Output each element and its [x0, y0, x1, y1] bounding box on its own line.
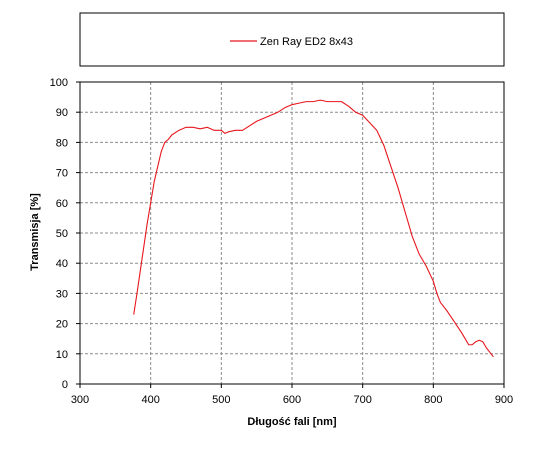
legend-box	[79, 12, 505, 67]
x-tick-label: 400	[141, 394, 159, 406]
y-tick-label: 100	[50, 77, 68, 89]
series-line-zen-ray-ed2-8x43	[133, 99, 494, 358]
y-tick-label: 60	[56, 198, 68, 210]
y-tick-label: 30	[56, 288, 68, 300]
x-tick-label: 700	[353, 394, 371, 406]
x-tick-label: 300	[71, 394, 89, 406]
y-tick-label: 20	[56, 319, 68, 331]
y-tick-label: 50	[56, 228, 68, 240]
y-axis-ticks: 0 10 20 30 40 50 60 70 80 90 100	[50, 77, 80, 391]
x-tick-label: 800	[424, 394, 442, 406]
y-tick-label: 90	[56, 107, 68, 119]
legend-label: Zen Ray ED2 8x43	[260, 36, 353, 48]
y-tick-label: 0	[62, 379, 68, 391]
y-tick-label: 10	[56, 349, 68, 361]
y-axis-title: Transmisja [%]	[29, 193, 41, 271]
legend: Zen Ray ED2 8x43	[79, 12, 505, 67]
x-tick-label: 900	[495, 394, 513, 406]
y-tick-label: 80	[56, 137, 68, 149]
x-tick-label: 600	[283, 394, 301, 406]
x-axis-title: Długość fali [nm]	[247, 416, 337, 428]
gridlines	[80, 82, 504, 384]
y-tick-label: 40	[56, 258, 68, 270]
x-axis-ticks: 300 400 500 600 700 800 900	[71, 384, 513, 406]
y-tick-label: 70	[56, 168, 68, 180]
x-tick-label: 500	[212, 394, 230, 406]
